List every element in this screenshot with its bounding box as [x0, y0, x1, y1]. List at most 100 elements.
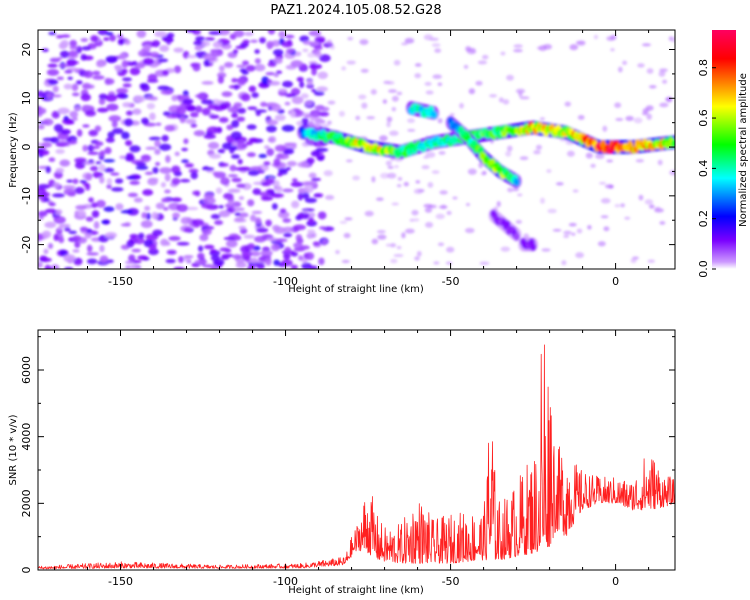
heatmap-noise-cell: [218, 117, 229, 123]
heatmap-noise-cell: [166, 32, 175, 38]
heatmap-noise-cell: [171, 165, 181, 174]
heatmap-noise-cell: [291, 142, 297, 150]
heatmap-noise-cell: [52, 85, 59, 93]
heatmap-noise-cell: [171, 197, 182, 203]
heatmap-noise-cell: [202, 55, 215, 60]
heatmap-noise-cell: [475, 80, 483, 86]
heatmap-noise-cell: [129, 145, 141, 153]
heatmap-noise-cell: [468, 88, 476, 95]
colorbar-tick-label: 0.6: [697, 109, 710, 127]
heatmap-noise-cell: [424, 221, 434, 228]
heatmap-noise-cell: [370, 89, 377, 95]
heatmap-noise-cell: [355, 115, 361, 121]
heatmap-noise-cell: [467, 168, 477, 175]
heatmap-noise-cell: [307, 229, 316, 234]
heatmap-noise-cell: [669, 170, 675, 176]
heatmap-noise-cell: [552, 228, 562, 232]
heatmap-noise-cell: [237, 158, 243, 165]
heatmap-noise-cell: [87, 144, 95, 152]
heatmap-noise-cell: [254, 49, 260, 54]
heatmap-noise-cell: [506, 74, 514, 81]
heatmap-noise-cell: [158, 143, 172, 151]
heatmap-noise-cell: [208, 30, 222, 36]
heatmap-noise-cell: [69, 39, 78, 48]
heatmap-noise-cell: [449, 113, 455, 116]
heatmap-noise-cell: [563, 234, 570, 239]
heatmap-noise-cell: [99, 244, 105, 253]
heatmap-noise-cell: [300, 93, 309, 99]
heatmap-noise-cell: [414, 63, 422, 67]
heatmap-noise-cell: [275, 238, 288, 243]
heatmap-noise-cell: [140, 154, 152, 163]
heatmap-noise-cell: [297, 212, 310, 220]
heatmap-noise-cell: [645, 105, 654, 111]
heatmap-noise-cell: [659, 68, 668, 73]
heatmap-noise-cell: [377, 234, 387, 240]
heatmap-noise-cell: [124, 260, 134, 265]
heatmap-noise-cell: [635, 159, 645, 163]
heatmap-noise-cell: [101, 219, 110, 225]
heatmap-noise-cell: [218, 204, 224, 209]
heatmap-noise-cell: [606, 159, 614, 163]
heatmap-noise-cell: [230, 154, 240, 159]
heatmap-noise-cell: [114, 178, 124, 184]
heatmap-noise-cell: [659, 221, 666, 225]
heatmap-noise-cell: [278, 88, 288, 93]
heatmap-noise-cell: [82, 182, 90, 187]
heatmap-noise-cell: [380, 172, 390, 179]
heatmap-noise-cell: [51, 94, 62, 98]
heatmap-noise-cell: [617, 66, 623, 73]
heatmap-ridge-cell: [529, 242, 537, 251]
heatmap-noise-cell: [277, 173, 283, 177]
y-tick-label: -10: [20, 187, 33, 205]
heatmap-noise-cell: [302, 48, 309, 53]
heatmap-noise-cell: [236, 183, 246, 188]
heatmap-noise-cell: [306, 157, 315, 164]
heatmap-noise-cell: [646, 68, 654, 74]
heatmap-noise-cell: [386, 81, 395, 85]
heatmap-noise-cell: [194, 45, 203, 51]
heatmap-noise-cell: [88, 197, 94, 203]
heatmap-noise-cell: [38, 142, 42, 147]
heatmap-noise-cell: [105, 94, 118, 102]
heatmap-noise-cell: [201, 228, 212, 236]
x-tick-label: -50: [442, 575, 460, 588]
heatmap-noise-cell: [432, 74, 442, 79]
heatmap-noise-cell: [407, 129, 416, 132]
heatmap-noise-cell: [133, 197, 143, 203]
heatmap-noise-cell: [181, 159, 189, 164]
heatmap-noise-cell: [159, 45, 170, 52]
heatmap-noise-cell: [411, 209, 419, 216]
heatmap-noise-cell: [246, 152, 256, 158]
heatmap-noise-cell: [396, 246, 402, 250]
heatmap-noise-cell: [250, 39, 258, 43]
heatmap-noise-cell: [99, 150, 106, 157]
spectrogram-y-axis-label: Frequency (Hz): [8, 112, 19, 188]
heatmap-noise-cell: [219, 102, 228, 110]
heatmap-noise-cell: [341, 259, 350, 264]
heatmap-noise-cell: [56, 34, 64, 39]
heatmap-noise-cell: [155, 161, 161, 166]
heatmap-noise-cell: [666, 96, 673, 103]
heatmap-noise-cell: [266, 119, 279, 126]
heatmap-noise-cell: [82, 82, 91, 90]
heatmap-noise-cell: [238, 196, 245, 201]
heatmap-noise-cell: [192, 190, 200, 196]
heatmap-noise-cell: [391, 95, 399, 102]
heatmap-noise-cell: [129, 264, 141, 269]
colorbar-tick-label: 0.8: [697, 59, 710, 77]
heatmap-noise-cell: [165, 241, 171, 246]
heatmap-noise-cell: [75, 80, 83, 85]
heatmap-noise-cell: [318, 226, 327, 230]
heatmap-noise-cell: [127, 175, 136, 180]
x-tick-label: -150: [108, 575, 133, 588]
heatmap-noise-cell: [122, 77, 132, 82]
heatmap-noise-cell: [404, 37, 415, 44]
heatmap-noise-cell: [289, 110, 296, 118]
heatmap-noise-cell: [212, 171, 220, 176]
heatmap-noise-cell: [225, 239, 238, 248]
heatmap-noise-cell: [265, 71, 276, 76]
heatmap-ridge-cell: [513, 178, 520, 187]
heatmap-noise-cell: [72, 249, 80, 253]
heatmap-noise-cell: [144, 205, 151, 211]
